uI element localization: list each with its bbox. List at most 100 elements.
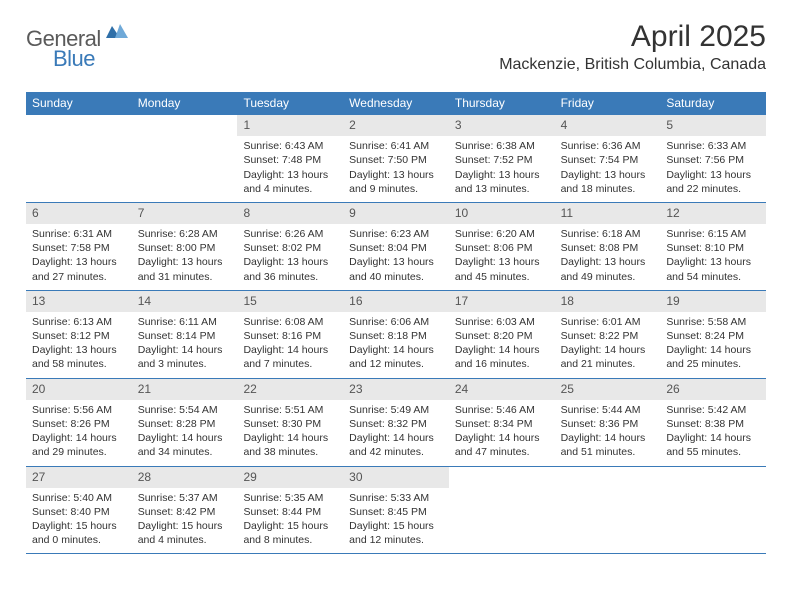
day-cell: 30Sunrise: 5:33 AMSunset: 8:45 PMDayligh… — [343, 467, 449, 554]
weekday-header: Saturday — [660, 92, 766, 115]
week-row: 20Sunrise: 5:56 AMSunset: 8:26 PMDayligh… — [26, 379, 766, 467]
calendar: SundayMondayTuesdayWednesdayThursdayFrid… — [26, 92, 766, 554]
day-cell: 2Sunrise: 6:41 AMSunset: 7:50 PMDaylight… — [343, 115, 449, 202]
day-number: 26 — [660, 379, 766, 400]
day-cell: 23Sunrise: 5:49 AMSunset: 8:32 PMDayligh… — [343, 379, 449, 466]
sunset-line: Sunset: 8:06 PM — [455, 241, 549, 255]
page-root: General April 2025 Mackenzie, British Co… — [0, 0, 792, 574]
sunset-line: Sunset: 8:30 PM — [243, 417, 337, 431]
day-content: Sunrise: 6:36 AMSunset: 7:54 PMDaylight:… — [555, 136, 661, 202]
daylight-line: Daylight: 13 hours and 45 minutes. — [455, 255, 549, 283]
day-content: Sunrise: 6:06 AMSunset: 8:18 PMDaylight:… — [343, 312, 449, 378]
sunrise-line: Sunrise: 5:44 AM — [561, 403, 655, 417]
day-number: 11 — [555, 203, 661, 224]
sunrise-line: Sunrise: 6:31 AM — [32, 227, 126, 241]
daylight-line: Daylight: 14 hours and 55 minutes. — [666, 431, 760, 459]
daylight-line: Daylight: 14 hours and 47 minutes. — [455, 431, 549, 459]
sunset-line: Sunset: 8:10 PM — [666, 241, 760, 255]
day-cell: 5Sunrise: 6:33 AMSunset: 7:56 PMDaylight… — [660, 115, 766, 202]
sunrise-line: Sunrise: 6:20 AM — [455, 227, 549, 241]
daylight-line: Daylight: 14 hours and 38 minutes. — [243, 431, 337, 459]
sunset-line: Sunset: 8:44 PM — [243, 505, 337, 519]
daylight-line: Daylight: 14 hours and 42 minutes. — [349, 431, 443, 459]
day-content: Sunrise: 5:58 AMSunset: 8:24 PMDaylight:… — [660, 312, 766, 378]
week-row: ..1Sunrise: 6:43 AMSunset: 7:48 PMDaylig… — [26, 115, 766, 203]
day-cell: 16Sunrise: 6:06 AMSunset: 8:18 PMDayligh… — [343, 291, 449, 378]
sunrise-line: Sunrise: 6:38 AM — [455, 139, 549, 153]
week-row: 6Sunrise: 6:31 AMSunset: 7:58 PMDaylight… — [26, 203, 766, 291]
sunrise-line: Sunrise: 5:35 AM — [243, 491, 337, 505]
daylight-line: Daylight: 14 hours and 12 minutes. — [349, 343, 443, 371]
day-number: 8 — [237, 203, 343, 224]
daylight-line: Daylight: 13 hours and 22 minutes. — [666, 168, 760, 196]
day-cell: 7Sunrise: 6:28 AMSunset: 8:00 PMDaylight… — [132, 203, 238, 290]
day-cell: 15Sunrise: 6:08 AMSunset: 8:16 PMDayligh… — [237, 291, 343, 378]
weekday-header: Friday — [555, 92, 661, 115]
day-cell: 13Sunrise: 6:13 AMSunset: 8:12 PMDayligh… — [26, 291, 132, 378]
sunset-line: Sunset: 8:00 PM — [138, 241, 232, 255]
day-content: Sunrise: 5:54 AMSunset: 8:28 PMDaylight:… — [132, 400, 238, 466]
day-number: 3 — [449, 115, 555, 136]
sunset-line: Sunset: 8:36 PM — [561, 417, 655, 431]
week-row: 13Sunrise: 6:13 AMSunset: 8:12 PMDayligh… — [26, 291, 766, 379]
day-number: 10 — [449, 203, 555, 224]
sunrise-line: Sunrise: 6:23 AM — [349, 227, 443, 241]
day-number: 6 — [26, 203, 132, 224]
day-cell: 10 Sunrise: 6:20 AMSunset: 8:06 PMDayligh… — [449, 203, 555, 290]
day-content: Sunrise: 6:15 AMSunset: 8:10 PMDaylight:… — [660, 224, 766, 290]
day-content: Sunrise: 6:18 AMSunset: 8:08 PMDaylight:… — [555, 224, 661, 290]
sunset-line: Sunset: 7:48 PM — [243, 153, 337, 167]
sunset-line: Sunset: 8:32 PM — [349, 417, 443, 431]
day-number: 9 — [343, 203, 449, 224]
day-cell: 18Sunrise: 6:01 AMSunset: 8:22 PMDayligh… — [555, 291, 661, 378]
day-cell: 9Sunrise: 6:23 AMSunset: 8:04 PMDaylight… — [343, 203, 449, 290]
title-block: April 2025 Mackenzie, British Columbia, … — [499, 20, 766, 74]
sunrise-line: Sunrise: 6:18 AM — [561, 227, 655, 241]
daylight-line: Daylight: 14 hours and 34 minutes. — [138, 431, 232, 459]
weeks-container: ..1Sunrise: 6:43 AMSunset: 7:48 PMDaylig… — [26, 115, 766, 554]
day-cell: 1Sunrise: 6:43 AMSunset: 7:48 PMDaylight… — [237, 115, 343, 202]
day-number: 1 — [237, 115, 343, 136]
day-number: 14 — [132, 291, 238, 312]
day-cell: 4Sunrise: 6:36 AMSunset: 7:54 PMDaylight… — [555, 115, 661, 202]
sunset-line: Sunset: 7:50 PM — [349, 153, 443, 167]
day-content: Sunrise: 5:35 AMSunset: 8:44 PMDaylight:… — [237, 488, 343, 554]
sunrise-line: Sunrise: 6:33 AM — [666, 139, 760, 153]
day-number: 19 — [660, 291, 766, 312]
day-content: Sunrise: 5:56 AMSunset: 8:26 PMDaylight:… — [26, 400, 132, 466]
sunrise-line: Sunrise: 6:13 AM — [32, 315, 126, 329]
sunset-line: Sunset: 8:42 PM — [138, 505, 232, 519]
day-number: 5 — [660, 115, 766, 136]
daylight-line: Daylight: 13 hours and 54 minutes. — [666, 255, 760, 283]
daylight-line: Daylight: 15 hours and 8 minutes. — [243, 519, 337, 547]
sunrise-line: Sunrise: 6:43 AM — [243, 139, 337, 153]
weekday-header: Wednesday — [343, 92, 449, 115]
day-cell: 3Sunrise: 6:38 AMSunset: 7:52 PMDaylight… — [449, 115, 555, 202]
sunrise-line: Sunrise: 6:06 AM — [349, 315, 443, 329]
daylight-line: Daylight: 14 hours and 25 minutes. — [666, 343, 760, 371]
day-content: Sunrise: 5:49 AMSunset: 8:32 PMDaylight:… — [343, 400, 449, 466]
sunset-line: Sunset: 8:22 PM — [561, 329, 655, 343]
day-cell: 22Sunrise: 5:51 AMSunset: 8:30 PMDayligh… — [237, 379, 343, 466]
daylight-line: Daylight: 13 hours and 13 minutes. — [455, 168, 549, 196]
day-cell: . — [555, 467, 661, 554]
location-subtitle: Mackenzie, British Columbia, Canada — [499, 56, 766, 74]
sunset-line: Sunset: 8:28 PM — [138, 417, 232, 431]
day-number: 7 — [132, 203, 238, 224]
daylight-line: Daylight: 14 hours and 16 minutes. — [455, 343, 549, 371]
day-number: 15 — [237, 291, 343, 312]
day-number: 22 — [237, 379, 343, 400]
day-number: 25 — [555, 379, 661, 400]
daylight-line: Daylight: 14 hours and 51 minutes. — [561, 431, 655, 459]
day-cell: 8Sunrise: 6:26 AMSunset: 8:02 PMDaylight… — [237, 203, 343, 290]
daylight-line: Daylight: 13 hours and 58 minutes. — [32, 343, 126, 371]
sunset-line: Sunset: 8:45 PM — [349, 505, 443, 519]
sunrise-line: Sunrise: 5:42 AM — [666, 403, 760, 417]
day-content: Sunrise: 6:33 AMSunset: 7:56 PMDaylight:… — [660, 136, 766, 202]
daylight-line: Daylight: 13 hours and 49 minutes. — [561, 255, 655, 283]
daylight-line: Daylight: 15 hours and 12 minutes. — [349, 519, 443, 547]
weekday-header-row: SundayMondayTuesdayWednesdayThursdayFrid… — [26, 92, 766, 115]
day-number: 18 — [555, 291, 661, 312]
day-content: Sunrise: 6:43 AMSunset: 7:48 PMDaylight:… — [237, 136, 343, 202]
day-cell: 19Sunrise: 5:58 AMSunset: 8:24 PMDayligh… — [660, 291, 766, 378]
